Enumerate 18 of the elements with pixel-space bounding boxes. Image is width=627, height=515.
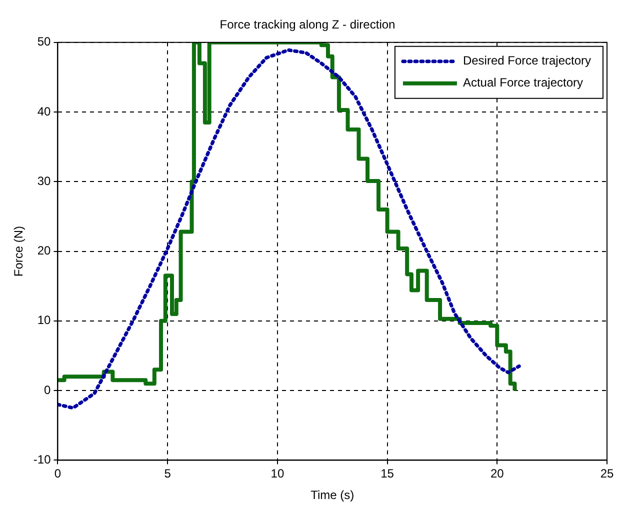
y-tick-label: 20 — [37, 244, 52, 258]
y-tick-label: 40 — [37, 104, 52, 118]
y-tick-label: -10 — [33, 452, 52, 467]
x-axis-title: Time (s) — [310, 488, 354, 502]
x-tick-label: 10 — [270, 466, 284, 481]
y-tick-label: 10 — [37, 313, 52, 328]
y-tick-label: 50 — [37, 34, 52, 49]
legend-label: Actual Force trajectory — [462, 76, 584, 90]
y-tick-label: 0 — [44, 382, 52, 397]
x-tick-label: 0 — [54, 466, 62, 481]
x-tick-label: 25 — [600, 466, 614, 481]
legend-label: Desired Force trajectory — [462, 54, 592, 68]
x-tick-label: 15 — [380, 466, 394, 481]
y-tick-label: 30 — [37, 174, 52, 188]
chart-title: Force tracking along Z - direction — [220, 18, 396, 32]
x-tick-label: 20 — [490, 466, 504, 481]
x-tick-label: 5 — [164, 466, 172, 481]
y-axis-title: Force (N) — [12, 226, 26, 277]
